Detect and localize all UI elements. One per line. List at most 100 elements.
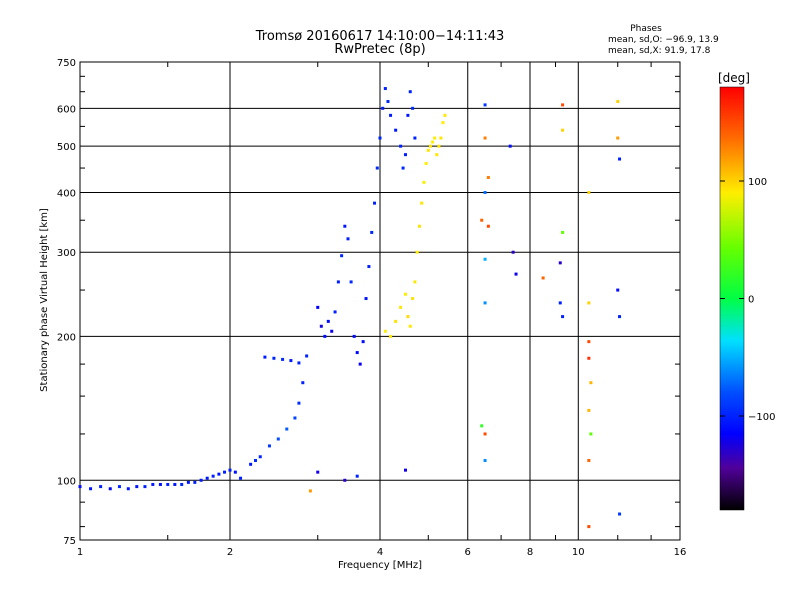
- data-point: [367, 265, 371, 269]
- data-point: [180, 482, 184, 486]
- data-point: [394, 319, 398, 323]
- data-point: [340, 254, 344, 258]
- data-point: [413, 280, 417, 284]
- data-point: [319, 324, 323, 328]
- data-point: [143, 485, 147, 489]
- y-axis: 75 100 200 300 400 500 600 750: [57, 58, 680, 547]
- data-point: [616, 136, 620, 140]
- y-tick-label: 400: [57, 188, 76, 199]
- data-point: [426, 148, 430, 152]
- data-point: [389, 113, 393, 117]
- data-point: [558, 301, 562, 305]
- data-point: [343, 224, 347, 228]
- data-point: [364, 297, 368, 301]
- data-point: [316, 305, 320, 309]
- data-point: [205, 476, 209, 480]
- data-point: [439, 136, 443, 140]
- data-point: [415, 250, 419, 254]
- data-point: [281, 357, 285, 361]
- data-point: [587, 458, 591, 462]
- data-point: [406, 113, 410, 117]
- data-point: [228, 468, 232, 472]
- data-point: [108, 487, 112, 491]
- data-point: [408, 324, 412, 328]
- data-point: [267, 444, 271, 448]
- data-point: [618, 157, 622, 161]
- data-point: [403, 468, 407, 472]
- data-point: [263, 355, 267, 359]
- data-point: [433, 136, 437, 140]
- data-point: [308, 489, 312, 493]
- data-point: [587, 356, 591, 360]
- data-point: [401, 166, 405, 170]
- data-point: [151, 482, 155, 486]
- colorbar-label: [deg]: [718, 71, 750, 85]
- data-point: [239, 476, 243, 480]
- data-point: [558, 261, 562, 265]
- data-point: [399, 305, 403, 309]
- data-point: [437, 144, 441, 148]
- data-point: [435, 153, 439, 157]
- data-point: [301, 381, 305, 385]
- data-point: [616, 100, 620, 104]
- data-point: [289, 359, 293, 363]
- data-point: [193, 480, 197, 484]
- data-point: [411, 106, 415, 110]
- data-point: [297, 401, 301, 405]
- data-point: [336, 280, 340, 284]
- data-point: [166, 482, 170, 486]
- data-point: [383, 87, 387, 91]
- colorbar-tick-label: −100: [748, 412, 775, 423]
- data-point: [78, 485, 82, 489]
- data-point: [480, 218, 484, 222]
- data-point: [483, 103, 487, 107]
- data-point: [249, 462, 253, 466]
- y-tick-label: 600: [57, 104, 76, 115]
- data-point: [483, 190, 487, 194]
- data-point: [89, 487, 93, 491]
- data-point: [422, 180, 426, 184]
- data-point: [561, 230, 565, 234]
- x-tick-label: 1: [77, 547, 83, 558]
- data-point: [561, 103, 565, 107]
- data-point: [394, 128, 398, 132]
- data-point: [316, 470, 320, 474]
- x-tick-label: 8: [527, 547, 533, 558]
- data-point: [343, 478, 347, 482]
- colorbar-tick-label: 0: [748, 295, 754, 306]
- data-point: [386, 100, 390, 104]
- data-point: [431, 140, 435, 144]
- data-point: [441, 121, 445, 125]
- y-tick-label: 500: [57, 142, 76, 153]
- data-point: [135, 485, 139, 489]
- data-point: [233, 470, 237, 474]
- data-point: [618, 512, 622, 516]
- data-point: [483, 257, 487, 261]
- data-point: [561, 128, 565, 132]
- data-point: [358, 362, 362, 366]
- data-point: [587, 301, 591, 305]
- y-tick-label: 300: [57, 248, 76, 259]
- data-point: [117, 485, 121, 489]
- y-tick-label: 75: [63, 536, 76, 547]
- x-tick-label: 16: [674, 547, 687, 558]
- data-point: [305, 354, 309, 358]
- data-point: [349, 280, 353, 284]
- data-point: [285, 427, 289, 431]
- data-point: [486, 175, 490, 179]
- data-point: [333, 310, 337, 314]
- data-point: [616, 288, 620, 292]
- data-point: [253, 458, 257, 462]
- data-point: [355, 351, 359, 355]
- grid-lines: [80, 62, 680, 540]
- data-point: [217, 472, 221, 476]
- data-point: [173, 482, 177, 486]
- data-point: [428, 144, 432, 148]
- data-point: [403, 292, 407, 296]
- data-point: [424, 161, 428, 165]
- x-axis: 1 2 4 6 8 10 16: [77, 62, 687, 558]
- data-point: [370, 230, 374, 234]
- data-point: [355, 474, 359, 478]
- data-point: [373, 201, 377, 205]
